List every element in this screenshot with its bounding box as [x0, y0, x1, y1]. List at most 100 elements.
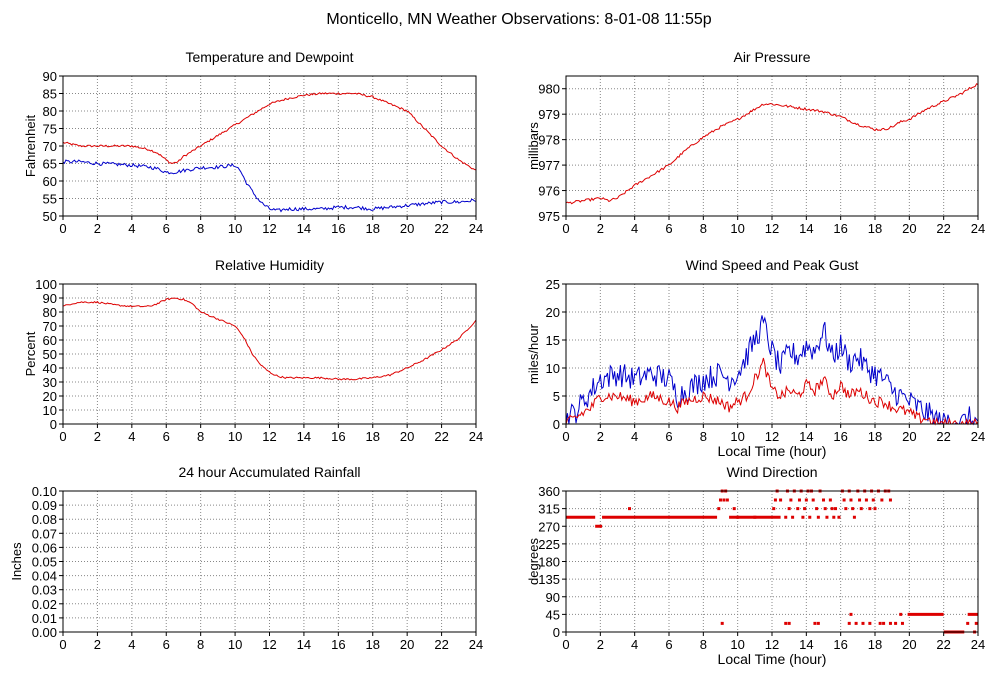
y-tick-label: 50	[43, 209, 57, 224]
y-tick-label: 0	[553, 625, 560, 640]
direction-point	[899, 612, 903, 616]
x-tick-label: 2	[597, 221, 604, 236]
y-tick-label: 60	[43, 174, 57, 189]
direction-point	[828, 498, 832, 502]
direction-point	[779, 498, 783, 502]
x-tick-label: 6	[665, 429, 672, 444]
y-tick-label: 0.00	[32, 625, 57, 640]
y-tick-label: 0.01	[32, 611, 57, 626]
y-tick-label: 0.10	[32, 484, 57, 499]
direction-point	[966, 621, 970, 625]
x-tick-label: 24	[469, 221, 483, 236]
y-tick-label: 20	[43, 389, 57, 404]
x-tick-label: 4	[128, 429, 135, 444]
direction-point	[900, 621, 904, 625]
x-tick-label: 4	[631, 429, 638, 444]
direction-point	[813, 621, 817, 625]
direction-point	[772, 507, 776, 511]
x-tick-label: 8	[700, 221, 707, 236]
direction-point	[888, 498, 892, 502]
direction-point	[732, 507, 736, 511]
direction-point	[811, 498, 815, 502]
direction-point	[753, 515, 757, 519]
y-tick-label: 360	[538, 484, 560, 499]
grid	[63, 491, 476, 632]
x-tick-label: 16	[833, 221, 847, 236]
x-tick-label: 0	[59, 429, 66, 444]
direction-point	[784, 515, 788, 519]
y-tick-label: 0.03	[32, 583, 57, 598]
y-tick-label: 80	[43, 104, 57, 119]
y-tick-label: 979	[538, 107, 560, 122]
x-tick-label: 6	[163, 429, 170, 444]
direction-run	[967, 612, 978, 616]
direction-point	[852, 515, 856, 519]
y-tick-label: 70	[43, 319, 57, 334]
y-tick-label: 978	[538, 133, 560, 148]
x-axis-label: Local Time (hour)	[718, 443, 827, 459]
direction-run	[907, 612, 944, 616]
x-tick-label: 6	[163, 221, 170, 236]
y-tick-label: 0.05	[32, 555, 57, 570]
x-tick-label: 12	[262, 221, 276, 236]
y-tick-label: 180	[538, 555, 560, 570]
direction-point	[878, 621, 882, 625]
y-tick-label: 65	[43, 157, 57, 172]
grid	[566, 284, 978, 424]
direction-point	[868, 621, 872, 625]
y-tick-label: 0.08	[32, 512, 57, 527]
direction-point	[720, 621, 724, 625]
x-tick-label: 14	[297, 429, 311, 444]
x-tick-label: 2	[597, 637, 604, 652]
x-tick-label: 8	[197, 221, 204, 236]
x-tick-label: 0	[562, 637, 569, 652]
direction-point	[815, 507, 819, 511]
x-tick-label: 4	[128, 637, 135, 652]
y-tick-label: 60	[43, 333, 57, 348]
x-tick-label: 16	[833, 637, 847, 652]
direction-point	[832, 515, 836, 519]
y-axis-label: Inches	[9, 542, 24, 581]
direction-point	[837, 515, 841, 519]
chart-title: Relative Humidity	[215, 257, 324, 273]
y-tick-label: 15	[546, 333, 560, 348]
series-line	[62, 92, 477, 171]
direction-point	[859, 507, 863, 511]
y-tick-label: 0.02	[32, 597, 57, 612]
y-tick-label: 25	[546, 277, 560, 292]
y-tick-label: 20	[546, 305, 560, 320]
series-0	[565, 315, 979, 426]
grid	[566, 76, 978, 216]
direction-point	[847, 621, 851, 625]
x-tick-label: 10	[730, 429, 744, 444]
x-tick-label: 18	[868, 221, 882, 236]
series-line	[565, 83, 979, 205]
direction-point	[722, 498, 726, 502]
direction-point	[880, 498, 884, 502]
direction-point	[796, 507, 800, 511]
y-axis-label: degrees	[526, 538, 541, 585]
direction-run	[602, 515, 718, 519]
y-tick-label: 315	[538, 502, 560, 517]
x-tick-label: 2	[597, 429, 604, 444]
x-tick-label: 10	[228, 221, 242, 236]
y-tick-label: 980	[538, 82, 560, 97]
direction-point	[784, 621, 788, 625]
x-tick-label: 0	[562, 429, 569, 444]
x-tick-label: 8	[197, 429, 204, 444]
x-tick-label: 16	[331, 221, 345, 236]
x-tick-label: 10	[228, 637, 242, 652]
direction-point	[803, 507, 807, 511]
x-tick-label: 24	[469, 637, 483, 652]
x-tick-label: 18	[868, 429, 882, 444]
y-tick-label: 45	[546, 607, 560, 622]
x-tick-label: 22	[434, 429, 448, 444]
x-tick-label: 22	[936, 429, 950, 444]
y-tick-label: 0.07	[32, 526, 57, 541]
direction-point	[822, 498, 825, 502]
x-tick-label: 20	[902, 637, 916, 652]
direction-point	[830, 507, 834, 511]
direction-point	[773, 498, 777, 502]
